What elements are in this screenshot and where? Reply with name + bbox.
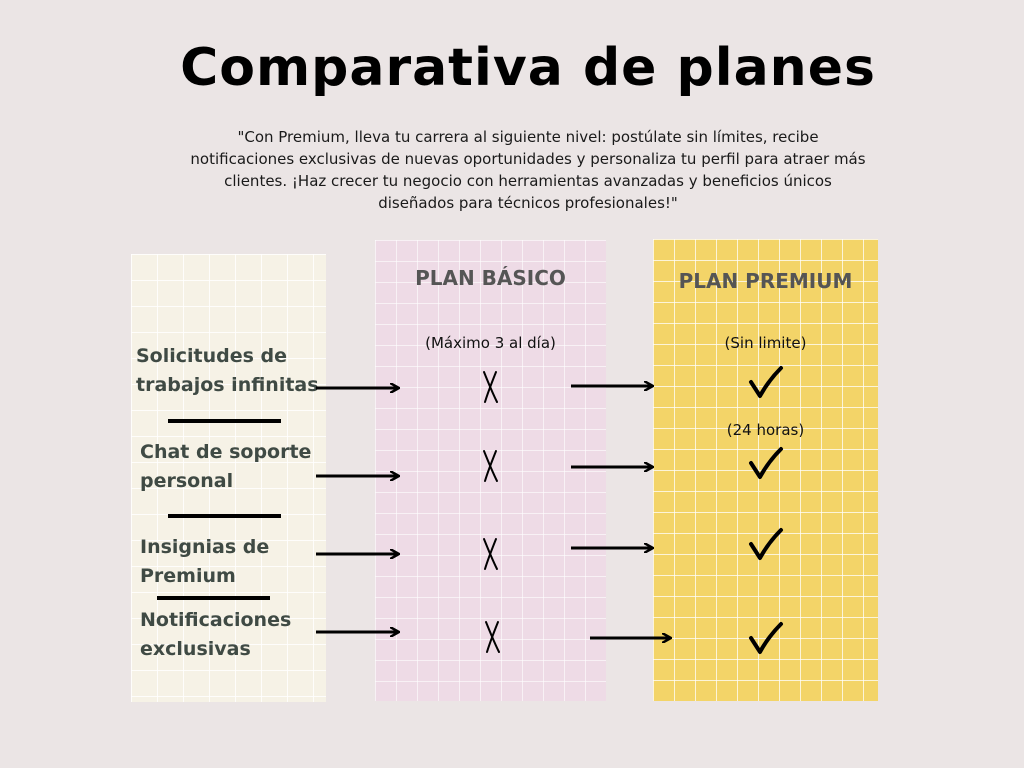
feature-divider [168, 419, 281, 423]
feature-label: Chat de soporte personal [140, 438, 311, 496]
feature-label: Insignias de Premium [140, 533, 269, 591]
feature-label: Solicitudes de trabajos infinitas [136, 342, 319, 400]
check-mark-icon [749, 366, 783, 398]
intro-quote: "Con Premium, lleva tu carrera al siguie… [190, 128, 866, 212]
check-mark-icon [749, 447, 783, 479]
feature-label-line: personal [140, 470, 234, 492]
basic-plan-title: PLAN BÁSICO [415, 266, 566, 290]
feature-label-line: Solicitudes de [136, 345, 288, 367]
page-title: Comparativa de planes [180, 38, 876, 98]
premium-plan-title: PLAN PREMIUM [678, 269, 853, 293]
premium-unlimited-note: (Sin limite) [724, 334, 807, 352]
feature-divider [168, 514, 281, 518]
features-column [131, 254, 326, 702]
cross-mark-icon [483, 371, 498, 403]
feature-label-line: Chat de soporte [140, 441, 312, 463]
cross-mark-icon [483, 450, 498, 482]
cross-mark-icon [483, 538, 498, 570]
feature-divider [157, 596, 270, 600]
basic-plan-column [375, 240, 606, 701]
premium-support-note: (24 horas) [726, 421, 805, 439]
feature-label-line: Insignias de [140, 536, 270, 558]
feature-label: Notificaciones exclusivas [140, 606, 291, 664]
check-mark-icon [749, 528, 783, 560]
cross-mark-icon [485, 621, 500, 653]
check-mark-icon [749, 622, 783, 654]
feature-label-line: trabajos infinitas [136, 374, 319, 396]
basic-limit-note: (Máximo 3 al día) [425, 334, 556, 352]
feature-label-line: Notificaciones [140, 609, 292, 631]
feature-label-line: exclusivas [140, 638, 251, 660]
feature-label-line: Premium [140, 565, 236, 587]
